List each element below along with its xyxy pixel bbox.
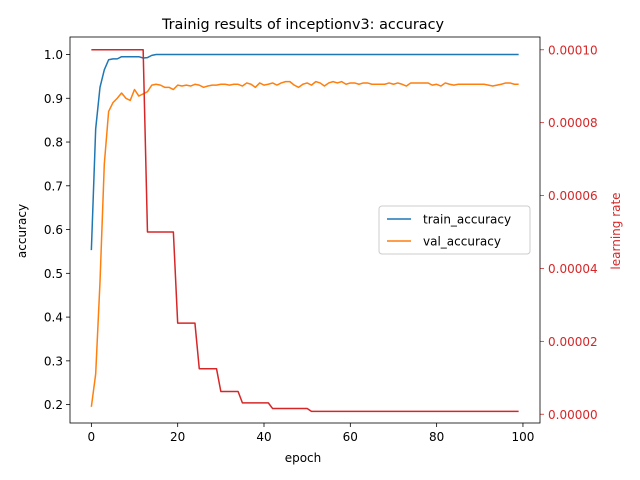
x-tick-label: 100 [511,430,534,444]
y2-axis-label: learning rate [609,192,623,269]
y-tick-label: 1.0 [44,48,63,62]
y-tick-label: 0.7 [44,179,63,193]
y-tick-label: 0.6 [44,223,63,237]
y-tick-label: 0.9 [44,92,63,106]
legend: train_accuracy val_accuracy [378,205,531,255]
x-axis-label: epoch [285,451,322,465]
y2-tick-label: 0.00008 [548,116,598,130]
series-layer [90,49,519,413]
x-tick-label: 60 [343,430,358,444]
x-tick-label: 0 [88,430,96,444]
y-tick-label: 0.3 [44,354,63,368]
y-tick-label: 0.8 [44,136,63,150]
y2-tick-label: 0.00006 [548,189,598,203]
x-tick-label: 20 [170,430,185,444]
y-axis-label: accuracy [15,204,29,258]
plot-frame [69,36,541,424]
legend-label-val-accuracy: val_accuracy [423,235,501,249]
x-tick-label: 80 [429,430,444,444]
y-tick-label: 0.5 [44,267,63,281]
y2-tick-label: 0.00000 [548,408,598,422]
y2-tick-label: 0.00002 [548,335,598,349]
y-tick-label: 0.4 [44,311,63,325]
frame-layer: 0 20 40 60 80 100 0.2 0.3 0.4 0.5 0.6 0.7 0.8 0.9 1.0 0… [44,36,598,444]
legend-box [378,205,531,255]
series-line-val-accuracy [90,80,519,407]
chart-title: Trainig results of inceptionv3: accuracy [161,17,445,33]
y2-tick-label: 0.00010 [548,43,598,57]
y2-tick-label: 0.00004 [548,262,598,276]
legend-label-train-accuracy: train_accuracy [423,213,511,227]
x-tick-label: 40 [256,430,271,444]
series-line-learning-rate [91,49,519,413]
y-tick-label: 0.2 [44,398,63,412]
